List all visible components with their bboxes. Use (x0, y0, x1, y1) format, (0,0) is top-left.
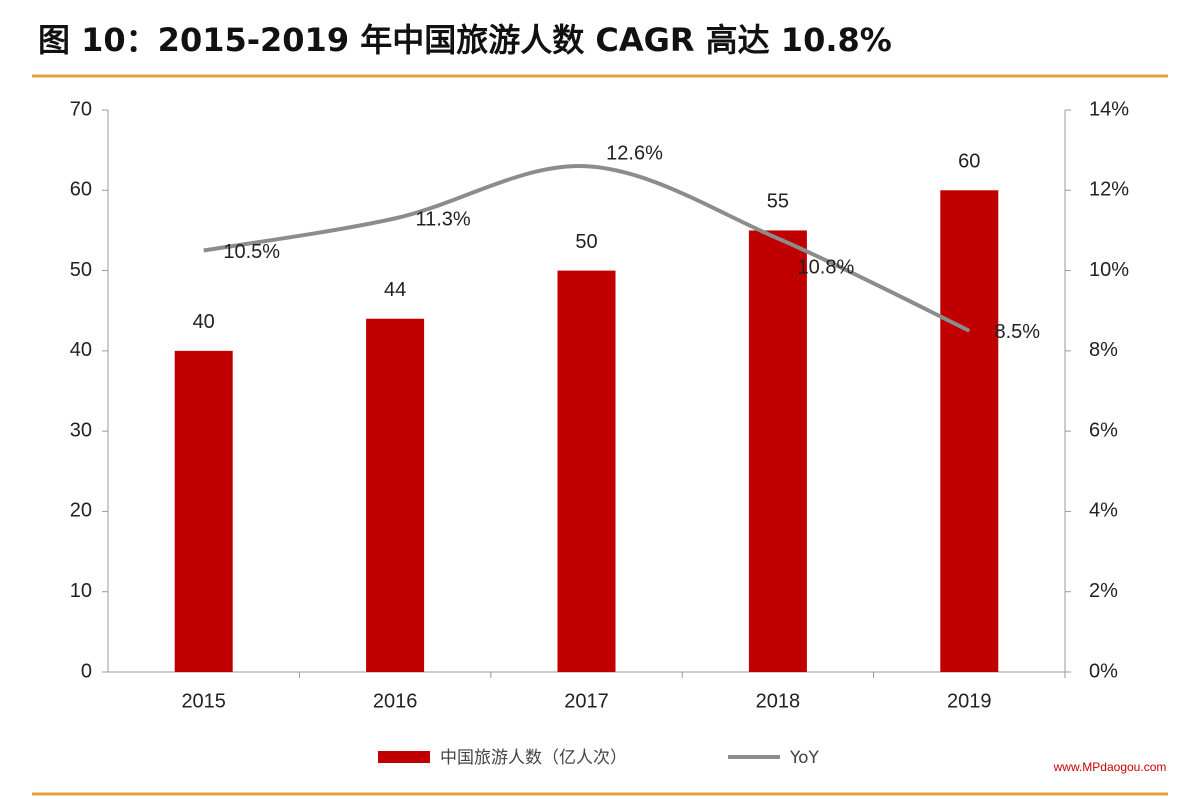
y2-tick-label: 4% (1089, 500, 1118, 522)
y-tick-label: 70 (70, 98, 92, 120)
bar (174, 350, 233, 672)
bar (748, 230, 807, 672)
line-value-label: 12.6% (606, 142, 663, 164)
x-tick-label: 2019 (947, 690, 992, 712)
watermark: www.MPdaogou.com (1053, 760, 1167, 774)
y2-tick-label: 2% (1089, 580, 1118, 602)
line (203, 164, 971, 333)
bar-value-label: 60 (958, 151, 980, 173)
x-tick-label: 2015 (181, 690, 226, 712)
chart-title: 图 10：2015-2019 年中国旅游人数 CAGR 高达 10.8% (38, 21, 892, 59)
x-tick-label: 2016 (373, 690, 418, 712)
bar-value-label: 50 (575, 231, 597, 253)
y-tick-label: 50 (70, 259, 92, 281)
bar (557, 270, 616, 672)
y-tick-label: 30 (70, 419, 92, 441)
y2-tick-label: 8% (1089, 339, 1118, 361)
y-tick-label: 40 (70, 339, 92, 361)
legend-label: YoY (789, 748, 820, 768)
bar-value-label: 44 (384, 279, 406, 301)
line-value-label: 8.5% (995, 321, 1041, 343)
legend-label: 中国旅游人数（亿人次） (440, 748, 627, 768)
x-tick-label: 2017 (564, 690, 609, 712)
y-tick-label: 10 (70, 580, 92, 602)
bar-value-label: 40 (193, 311, 215, 333)
y2-tick-label: 14% (1089, 98, 1129, 120)
bar (940, 190, 999, 673)
bar-value-label: 55 (767, 191, 789, 213)
y2-tick-label: 6% (1089, 419, 1118, 441)
y2-tick-label: 10% (1089, 259, 1129, 281)
line-value-label: 10.5% (223, 241, 280, 263)
x-tick-label: 2018 (756, 690, 801, 712)
y-tick-label: 0 (81, 660, 92, 682)
y2-tick-label: 12% (1089, 179, 1129, 201)
y-tick-label: 20 (70, 500, 92, 522)
line-value-label: 11.3% (415, 209, 470, 231)
y-tick-label: 60 (70, 179, 92, 201)
bar (366, 318, 425, 672)
legend-swatch (378, 751, 430, 763)
line-value-label: 10.8% (798, 257, 855, 279)
y2-tick-label: 0% (1089, 660, 1118, 682)
